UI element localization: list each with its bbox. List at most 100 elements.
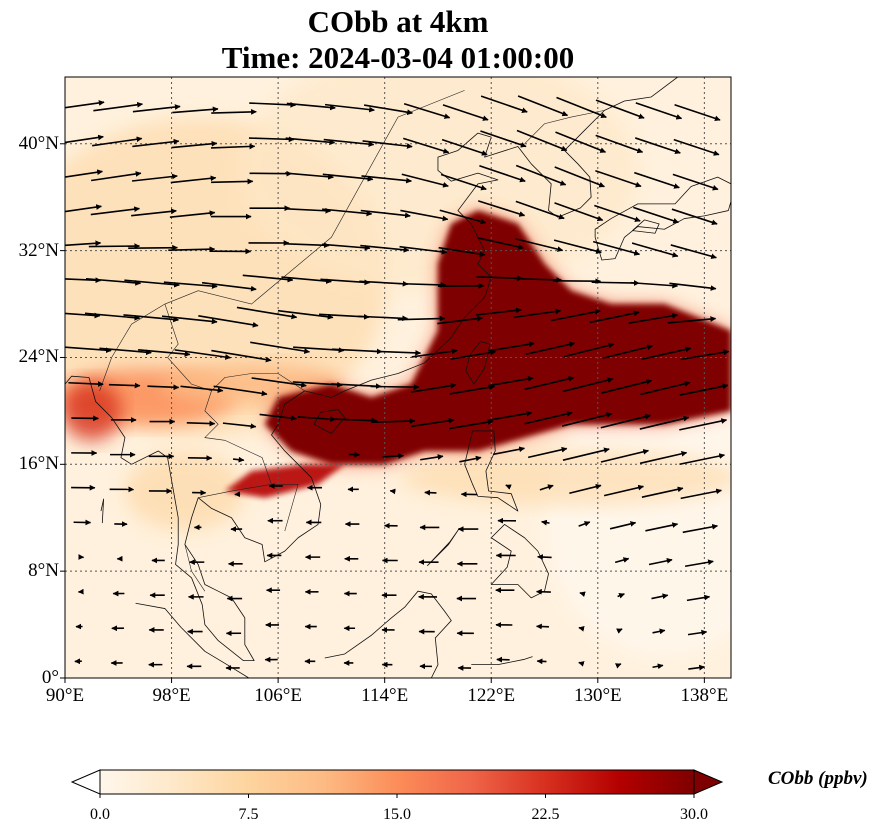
wind-arrow (132, 138, 180, 148)
colorbar-tick-label: 0.0 (90, 806, 110, 823)
lon-tick-label: 98°E (152, 685, 191, 706)
wind-arrow (324, 103, 375, 113)
wind-arrow (277, 309, 334, 320)
lon-tick-label: 138°E (680, 685, 729, 706)
wind-arrow (595, 134, 644, 154)
wind-arrow (516, 129, 568, 152)
wind-arrow (382, 453, 405, 459)
wind-arrow (600, 413, 652, 429)
wind-arrow (438, 246, 486, 257)
wind-vectors (65, 95, 730, 671)
wind-arrow (641, 346, 692, 361)
coastline (324, 590, 452, 678)
coastlines (65, 77, 731, 678)
field-west-edge (65, 380, 122, 441)
wind-arrow (640, 381, 691, 396)
plume-secondary (224, 464, 345, 498)
colorbar-tick-label: 7.5 (238, 806, 259, 823)
wind-arrow (398, 282, 447, 288)
coastline (135, 602, 250, 678)
wind-arrow (372, 418, 416, 424)
colorbar-extend-low (70, 769, 101, 795)
wind-arrow (357, 315, 409, 322)
wind-arrow (170, 175, 217, 184)
axis-ticks (60, 143, 705, 683)
wind-arrow (124, 279, 180, 288)
wind-arrow (439, 209, 487, 225)
wind-arrow (85, 277, 142, 286)
wind-arrow (210, 143, 256, 150)
wind-arrow (403, 137, 450, 154)
wind-arrow (123, 314, 179, 323)
wind-arrow (477, 237, 525, 250)
wind-arrow (251, 377, 307, 388)
wind-arrow (595, 99, 645, 119)
wind-arrow (562, 447, 610, 461)
coastline (632, 219, 660, 234)
wind-arrow (169, 210, 216, 218)
wind-arrow (161, 315, 218, 325)
wind-arrow (285, 242, 330, 249)
wind-arrow (525, 341, 576, 356)
wind-arrow (84, 312, 141, 321)
field-pacific-tail (401, 449, 731, 506)
colorbar-tick-label: 30.0 (680, 806, 708, 823)
wind-arrow (561, 412, 613, 427)
wind-arrow (400, 209, 449, 222)
wind-arrow (479, 165, 526, 183)
wind-arrow (617, 593, 625, 599)
wind-arrow (131, 173, 178, 182)
wind-arrow (578, 626, 585, 632)
wind-arrow (556, 96, 607, 119)
wind-arrow (554, 166, 605, 188)
wind-arrow (634, 137, 681, 155)
wind-arrow (488, 376, 534, 387)
wind-arrow (679, 453, 725, 466)
wind-arrow (578, 521, 591, 527)
wind-arrow (172, 106, 219, 114)
wind-arrow (551, 309, 601, 322)
wind-arrow (65, 169, 103, 178)
wind-arrow (248, 136, 295, 143)
wind-arrow (589, 310, 640, 324)
wind-arrow (410, 417, 455, 428)
country-border (524, 110, 605, 144)
wind-arrow (536, 658, 547, 665)
wind-arrow (186, 420, 216, 427)
wind-arrow (68, 381, 104, 387)
wind-arrow (222, 422, 257, 429)
wind-arrow (493, 446, 525, 456)
lon-tick-label: 114°E (361, 685, 409, 706)
wind-arrow (645, 522, 679, 532)
wind-arrow (249, 101, 297, 108)
wind-arrow (515, 164, 567, 186)
wind-arrow (631, 242, 679, 258)
wind-arrow (168, 246, 216, 253)
wind-arrow (420, 454, 444, 461)
wind-arrow (595, 169, 642, 188)
wind-arrow (171, 140, 218, 149)
wind-arrow (652, 663, 664, 670)
wind-arrow (487, 410, 533, 422)
colorbar (70, 769, 724, 798)
wind-arrow (442, 104, 489, 121)
wind-arrow (541, 519, 550, 526)
wind-arrow (628, 313, 679, 324)
wind-arrow (397, 315, 446, 322)
country-border (198, 484, 272, 498)
wind-arrow (174, 349, 232, 360)
wind-arrow (163, 281, 218, 289)
wind-arrow (410, 382, 457, 393)
wind-arrow (437, 315, 484, 325)
wind-arrow (603, 484, 644, 497)
coastline (304, 77, 678, 398)
wind-arrow (514, 277, 563, 283)
wind-arrow (480, 95, 528, 113)
lat-tick-label: 24°N (18, 346, 59, 368)
coastline (65, 375, 322, 662)
lat-tick-label: 8°N (28, 560, 59, 582)
wind-arrow (670, 244, 717, 260)
wind-arrow (652, 628, 666, 635)
lat-tick-label: 16°N (18, 453, 59, 475)
lon-tick-label: 130°E (573, 685, 622, 706)
